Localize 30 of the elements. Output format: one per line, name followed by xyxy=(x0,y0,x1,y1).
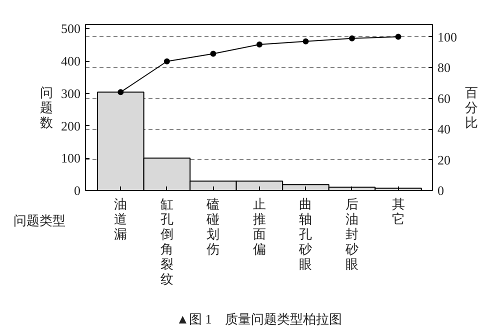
x-tick-label: 磕碰划伤 xyxy=(206,196,220,256)
x-tick-label: 后油封砂眼 xyxy=(344,196,358,272)
x-tick-label: 曲轴孔砂眼 xyxy=(298,196,312,272)
y-tick-label: 200 xyxy=(61,118,80,134)
x-axis-title: 问题类型 xyxy=(14,213,66,228)
point xyxy=(348,35,355,42)
x-tick-label: 止推面偏 xyxy=(252,196,266,256)
point xyxy=(302,38,309,44)
point xyxy=(118,89,124,96)
y2-tick-label: 80 xyxy=(438,60,450,76)
point xyxy=(395,34,402,40)
x-tick-label: 油道漏 xyxy=(114,196,128,242)
y2-axis-title: 百分比 xyxy=(465,85,478,130)
y-tick-label: 500 xyxy=(61,21,80,36)
y2-tick-label: 100 xyxy=(438,29,457,44)
y-axis-title: 问题数 xyxy=(40,85,53,130)
text: ▲图 1 质量问题类型柏拉图 xyxy=(176,312,342,326)
y2-tick-label: 40 xyxy=(438,122,450,137)
point xyxy=(256,41,262,48)
y-tick-label: 300 xyxy=(61,86,80,101)
y2-tick-label: 20 xyxy=(438,152,450,168)
x-tick-label: 缸孔倒角裂纹 xyxy=(160,196,174,286)
y-tick-label: 0 xyxy=(74,183,80,198)
y-tick-label: 400 xyxy=(61,54,80,69)
y-tick-label: 100 xyxy=(61,150,80,166)
point xyxy=(210,50,216,57)
y2-tick-label: 0 xyxy=(438,183,444,198)
point xyxy=(164,58,170,64)
y2-tick-label: 60 xyxy=(438,90,450,106)
x-tick-label: 其它 xyxy=(392,196,405,226)
